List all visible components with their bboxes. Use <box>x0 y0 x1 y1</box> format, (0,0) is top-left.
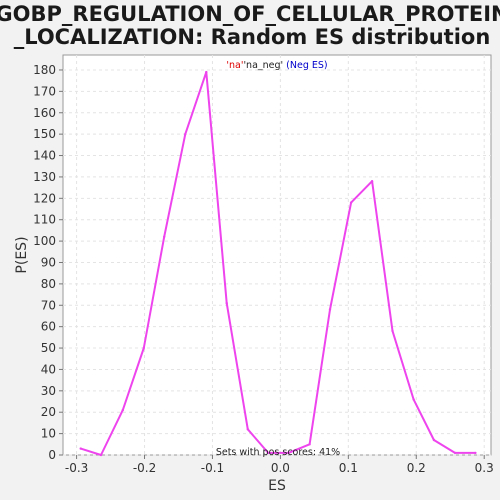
y-tick-label: 30 <box>41 384 56 398</box>
data-point <box>308 443 311 446</box>
y-tick-label: 160 <box>33 106 56 120</box>
y-tick-label: 60 <box>41 320 56 334</box>
y-tick-label: 110 <box>33 213 56 227</box>
chart-title-line-1: GOBP_REGULATION_OF_CELLULAR_PROTEIN <box>0 2 500 26</box>
y-tick-label: 0 <box>48 448 56 462</box>
axes: 0 10 20 30 40 50 60 70 80 90 100 110 120 130 140 150 160… <box>33 63 494 475</box>
x-tick-label: 0.2 <box>407 461 426 475</box>
x-tick-label: -0.3 <box>65 461 88 475</box>
y-tick-label: 90 <box>41 255 56 269</box>
data-point <box>121 408 125 412</box>
data-point <box>79 447 82 450</box>
y-tick-label: 40 <box>41 362 56 376</box>
x-tick-label: 0.0 <box>271 461 290 475</box>
y-tick-label: 20 <box>41 405 56 419</box>
y-tick-label: 170 <box>33 84 56 98</box>
y-tick-label: 120 <box>33 191 56 205</box>
x-tick-label: -0.2 <box>133 461 156 475</box>
legend-label: 'na''na_neg' (Neg ES) <box>226 60 327 71</box>
grid-lines <box>63 55 491 456</box>
y-tick-label: 100 <box>33 234 56 248</box>
data-point <box>412 398 415 401</box>
legend-part-3: (Neg ES) <box>283 60 327 71</box>
data-point <box>453 451 457 455</box>
data-point <box>391 329 394 333</box>
y-tick-label: 10 <box>41 427 56 441</box>
data-point <box>287 451 290 455</box>
y-tick-label: 150 <box>33 127 56 141</box>
x-tick-label: 0.1 <box>339 461 358 475</box>
legend-part-1: 'na' <box>226 60 243 71</box>
data-point <box>225 301 228 305</box>
data-point <box>432 438 436 442</box>
es-distribution-line <box>80 71 476 456</box>
series-layer <box>79 70 477 457</box>
y-tick-label: 50 <box>41 341 56 355</box>
data-point <box>328 308 332 311</box>
x-tick-label: -0.1 <box>201 461 224 475</box>
data-point <box>370 180 374 183</box>
data-point <box>184 132 187 136</box>
data-point <box>474 451 477 455</box>
footer-note: Sets with pos scores: 41% <box>216 447 340 458</box>
plot-area <box>62 54 492 456</box>
y-tick-label: 130 <box>33 170 56 184</box>
y-tick-label: 70 <box>41 298 56 312</box>
data-point <box>205 70 208 74</box>
y-axis-title: P(ES) <box>14 236 30 273</box>
legend-part-2: 'na_neg' <box>243 60 283 71</box>
data-point <box>267 451 270 455</box>
data-point <box>163 235 166 238</box>
data-point <box>99 453 103 457</box>
data-point <box>142 346 145 350</box>
data-point <box>349 201 353 204</box>
data-point <box>246 428 249 431</box>
y-tick-label: 80 <box>41 277 56 291</box>
x-tick-label: 0.3 <box>475 461 494 475</box>
y-tick-label: 180 <box>33 63 56 77</box>
x-axis-title: ES <box>268 478 286 494</box>
y-tick-label: 140 <box>33 149 56 163</box>
chart-title-line-2: _LOCALIZATION: Random ES distribution <box>14 25 491 49</box>
